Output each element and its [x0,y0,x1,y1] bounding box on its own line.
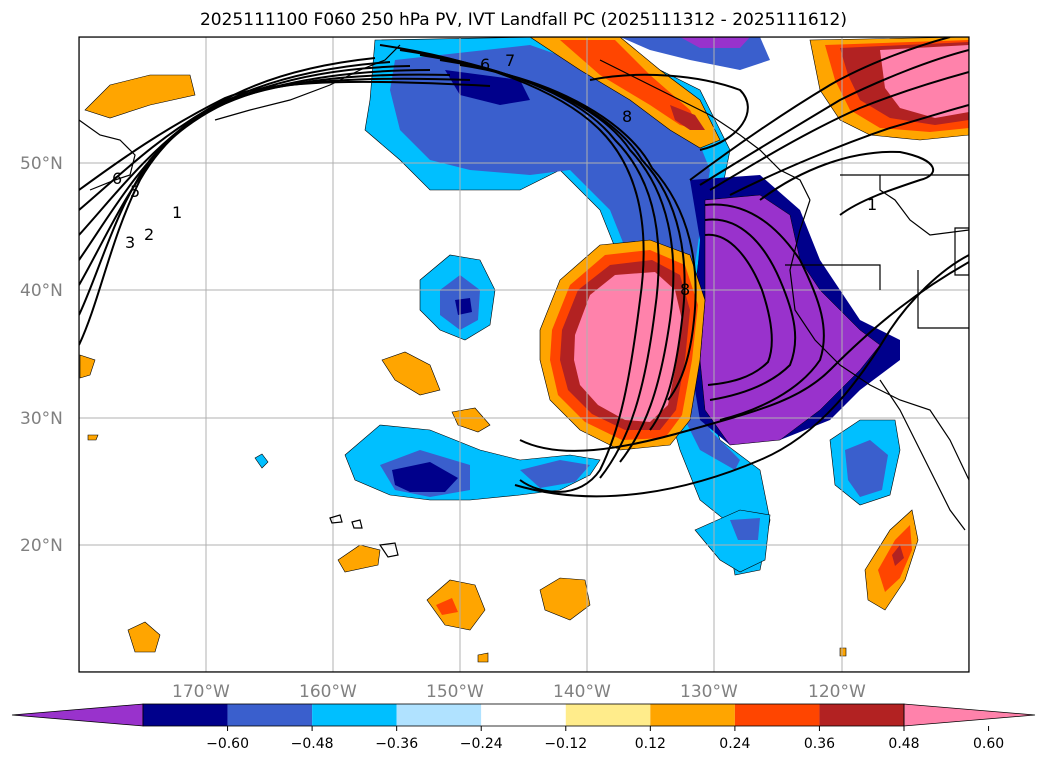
colorbar-tick-label: −0.36 [375,736,418,752]
map-title: 2025111100 F060 250 hPa PV, IVT Landfall… [199,10,847,30]
coastlines [79,44,969,558]
colorbar-segment [396,704,482,726]
colorbar-tick-label: 0.12 [635,736,666,752]
colorbar-segment [312,704,397,726]
colorbar-segment [481,704,566,726]
lon-label-130w: 130°W [680,682,738,702]
pv-anomaly-fill [79,37,969,663]
lat-label-50n: 50°N [20,154,63,174]
lat-label-40n: 40°N [20,281,63,301]
colorbar-tick-label: −0.60 [206,736,249,752]
colorbar-extend-high [903,703,1036,727]
colorbar-tick-label: 0.36 [804,736,835,752]
colorbar-tick-label: 0.48 [888,736,919,752]
contour-label: 2 [144,225,154,244]
ivt-contours [79,37,969,498]
map-panel: 6 7 8 6 5 3 2 1 8 1 [79,37,969,672]
colorbar-tick-label: −0.48 [291,736,334,752]
contour-label: 5 [130,182,140,201]
latitude-labels: 50°N 40°N 30°N 20°N [20,154,63,556]
colorbar-segment [819,704,904,726]
contour-label: 6 [112,169,122,188]
lat-label-30n: 30°N [20,409,63,429]
colorbar-segment [565,704,651,726]
lon-label-170w: 170°W [172,682,230,702]
colorbar-segment [227,704,313,726]
colorbar-tick-label: −0.24 [460,736,503,752]
contour-label: 8 [680,280,690,299]
contour-label: 1 [867,195,877,214]
map-gridlines [79,37,969,672]
contour-label: 3 [125,233,135,252]
lon-label-160w: 160°W [299,682,357,702]
contour-label: 6 [480,55,490,74]
colorbar-segment [734,704,820,726]
contour-label: 8 [622,107,632,126]
longitude-labels: 170°W 160°W 150°W 140°W 130°W 120°W [172,682,866,702]
colorbar: −0.60 −0.48 −0.36 −0.24 −0.12 0.12 0.24 0.36 0.4… [11,703,1036,752]
colorbar-outline [142,703,905,727]
lon-label-150w: 150°W [426,682,484,702]
colorbar-segment [143,704,228,726]
colorbar-tick-label: 0.24 [719,736,750,752]
contour-label: 7 [505,51,515,70]
lat-label-20n: 20°N [20,536,63,556]
contour-label: 1 [172,203,182,222]
contour-labels: 6 7 8 6 5 3 2 1 8 1 [112,51,877,299]
colorbar-segment [650,704,735,726]
colorbar-tick-label: −0.12 [544,736,587,752]
lon-label-120w: 120°W [808,682,866,702]
lon-label-140w: 140°W [553,682,611,702]
colorbar-tick-label: 0.60 [973,736,1004,752]
colorbar-extend-low [11,703,144,727]
